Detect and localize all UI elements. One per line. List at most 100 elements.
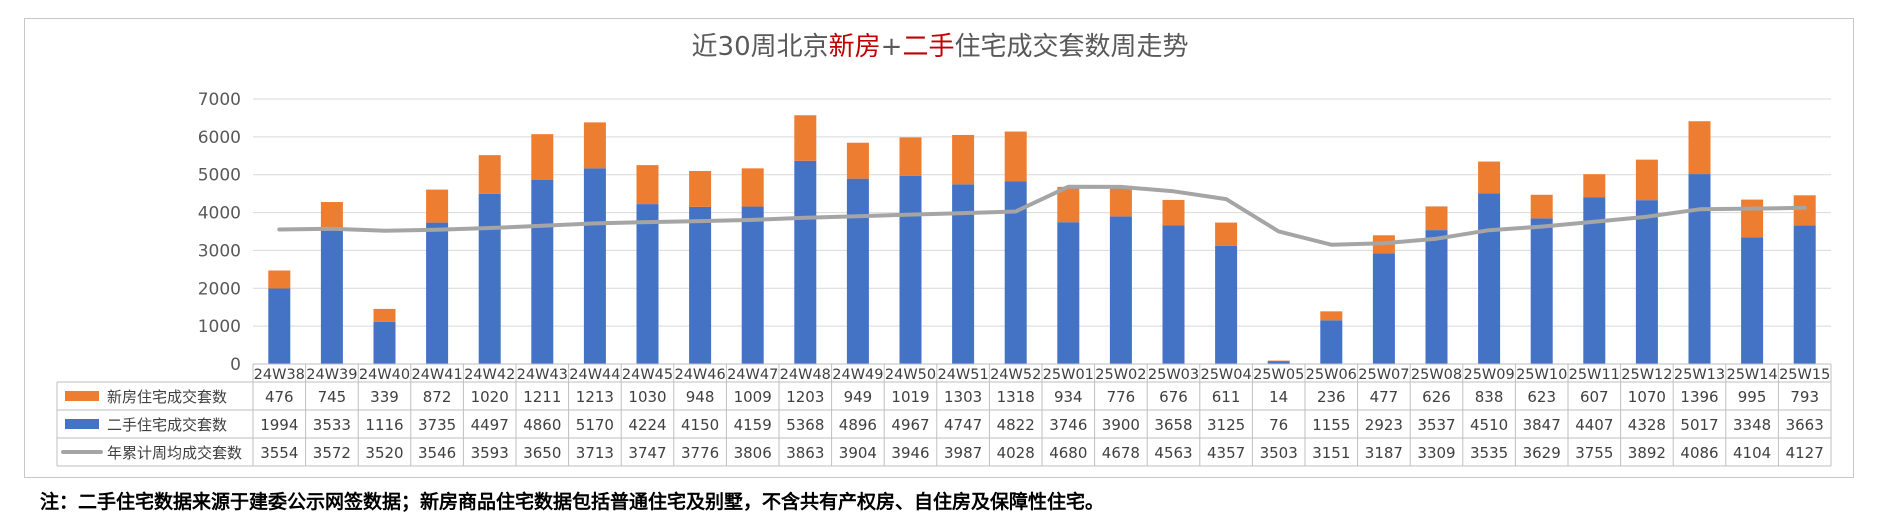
table-cell-value: 3503: [1260, 444, 1298, 462]
bar-second-hand: [426, 222, 449, 364]
bar-second-hand: [531, 180, 554, 364]
bar-new-house: [1109, 186, 1132, 217]
legend-swatch: [65, 391, 99, 401]
x-tick-label: 25W15: [1779, 367, 1830, 383]
table-cell-value: 3900: [1102, 416, 1140, 434]
bar-new-house: [1583, 174, 1606, 198]
table-cell-value: 76: [1269, 416, 1288, 434]
x-tick-label: 25W12: [1621, 367, 1672, 383]
x-tick-label: 24W52: [990, 367, 1041, 383]
table-cell-value: 1213: [576, 388, 614, 406]
bar-new-house: [1162, 199, 1185, 226]
bar-second-hand: [1372, 253, 1395, 364]
x-tick-label: 25W10: [1516, 367, 1567, 383]
table-cell-value: 3535: [1470, 444, 1508, 462]
x-tick-label: 25W07: [1358, 367, 1409, 383]
table-cell-value: 3151: [1312, 444, 1350, 462]
table-cell-value: 339: [370, 388, 399, 406]
bar-second-hand: [1109, 216, 1132, 364]
bar-new-house: [689, 171, 712, 207]
table-cell-value: 3663: [1786, 416, 1824, 434]
table-cell-value: 3735: [418, 416, 456, 434]
bar-new-house: [1635, 159, 1658, 201]
table-cell-value: 3892: [1628, 444, 1666, 462]
table-cell-value: 611: [1212, 388, 1241, 406]
chart-frame: 近30周北京新房+二手住宅成交套数周走势 0 1000 2000 3000 4000 50…: [24, 18, 1854, 478]
bar-new-house: [1004, 131, 1027, 182]
bar-second-hand: [478, 193, 501, 364]
x-tick-label: 24W47: [727, 367, 778, 383]
table-cell-value: 607: [1580, 388, 1609, 406]
table-cell-value: 872: [423, 388, 452, 406]
legend-label: 二手住宅成交套数: [107, 416, 227, 434]
table-cell-value: 1019: [891, 388, 929, 406]
table-cell-value: 745: [318, 388, 347, 406]
table-cell-value: 3537: [1417, 416, 1455, 434]
table-cell-value: 3572: [313, 444, 351, 462]
title-part-plus: +: [881, 32, 903, 62]
bar-second-hand: [1478, 193, 1501, 364]
y-axis-ticks: 0 1000 2000 3000 4000 5000 6000 7000: [198, 90, 241, 375]
chart-svg: 近30周北京新房+二手住宅成交套数周走势 0 1000 2000 3000 4000 50…: [56, 32, 1832, 467]
y-tick-label: 4000: [198, 204, 241, 224]
table-cell-value: 934: [1054, 388, 1083, 406]
table-cell-value: 4680: [1049, 444, 1087, 462]
x-tick-label: 24W50: [885, 367, 936, 383]
table-cell-value: 3863: [786, 444, 824, 462]
table-cell-value: 4159: [734, 416, 772, 434]
table-cell-value: 3987: [944, 444, 982, 462]
x-tick-label: 24W51: [937, 367, 988, 383]
bar-second-hand: [1267, 361, 1290, 364]
table-cell-value: 3946: [891, 444, 929, 462]
y-tick-label: 3000: [198, 241, 241, 261]
bar-new-house: [268, 270, 291, 289]
bar-new-house: [1267, 360, 1290, 362]
series-line-average: [277, 184, 1807, 247]
title-part-rest: 住宅成交套数周走势: [954, 32, 1188, 62]
bar-new-house: [636, 165, 659, 205]
bar-new-house: [320, 202, 343, 231]
bar-new-house: [478, 155, 501, 194]
table-cell-value: 4747: [944, 416, 982, 434]
bar-second-hand: [741, 206, 764, 364]
table-cell-value: 236: [1317, 388, 1346, 406]
data-table: 24W38 24W39 24W40 24W41 24W42 24W43 24W44 24W45…: [56, 363, 1832, 467]
bar-new-house: [899, 137, 922, 176]
y-tick-label: 0: [230, 355, 241, 375]
bar-second-hand: [1425, 230, 1448, 364]
table-cell-value: 4860: [523, 416, 561, 434]
table-cell-value: 1396: [1680, 388, 1718, 406]
table-cell-value: 476: [265, 388, 294, 406]
x-tick-label: 25W02: [1095, 367, 1146, 383]
bar-new-house: [426, 189, 449, 223]
y-tick-label: 6000: [198, 128, 241, 148]
x-tick-label: 24W48: [780, 367, 831, 383]
table-cell-value: 1116: [365, 416, 403, 434]
x-tick-label: 24W42: [464, 367, 515, 383]
table-cell-value: 2923: [1365, 416, 1403, 434]
legend-label: 新房住宅成交套数: [107, 388, 227, 406]
table-cell-value: 3125: [1207, 416, 1245, 434]
table-cell-value: 1155: [1312, 416, 1350, 434]
bar-second-hand: [636, 204, 659, 364]
table-cell-value: 1318: [997, 388, 1035, 406]
y-tick-label: 1000: [198, 317, 241, 337]
table-cell-value: 4896: [839, 416, 877, 434]
table-cell-value: 4822: [997, 416, 1035, 434]
table-cell-value: 4028: [997, 444, 1035, 462]
table-cell-value: 1020: [471, 388, 509, 406]
table-cell-value: 5170: [576, 416, 614, 434]
bar-second-hand: [1741, 237, 1764, 364]
bar-new-house: [1057, 186, 1080, 223]
bar-second-hand: [689, 206, 712, 364]
x-tick-label: 24W38: [254, 367, 305, 383]
table-cell-value: 3348: [1733, 416, 1771, 434]
table-cell-value: 3650: [523, 444, 561, 462]
bar-second-hand: [952, 184, 975, 364]
bar-new-house: [373, 308, 396, 322]
table-cell-value: 4357: [1207, 444, 1245, 462]
table-cell-value: 1203: [786, 388, 824, 406]
table-cell-value: 3746: [1049, 416, 1087, 434]
table-cell-value: 3847: [1523, 416, 1561, 434]
bar-new-house: [952, 134, 975, 185]
